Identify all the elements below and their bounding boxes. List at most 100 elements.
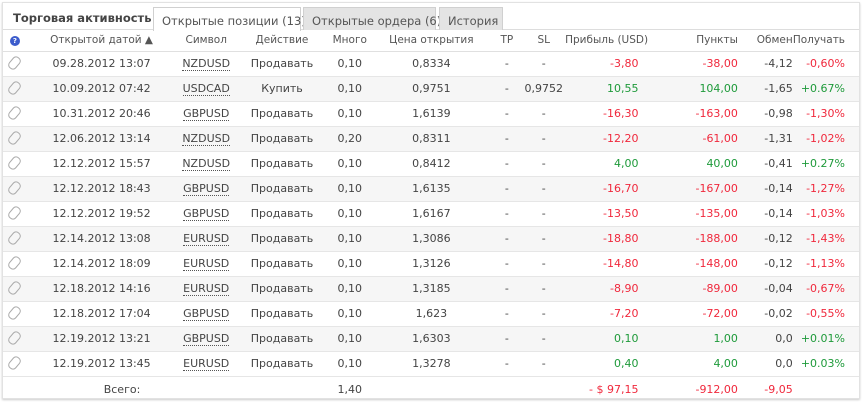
- symbol-link[interactable]: GBPUSD: [183, 182, 230, 196]
- tag-icon[interactable]: [6, 204, 23, 222]
- col-date[interactable]: Открытой датой ▲: [26, 30, 177, 52]
- table-row[interactable]: 12.19.2012 13:21 GBPUSD Продавать 0,10 1…: [3, 326, 859, 352]
- tag-icon[interactable]: [6, 304, 23, 322]
- symbol-link[interactable]: EURUSD: [183, 257, 230, 271]
- totals-label: Всего:: [103, 382, 141, 396]
- tp: -: [490, 151, 523, 177]
- swap: -0,41: [737, 151, 793, 177]
- open-date: 12.14.2012 13:08: [26, 226, 177, 252]
- action: Продавать: [236, 126, 328, 152]
- table-row[interactable]: 12.14.2012 13:08 EURUSD Продавать 0,10 1…: [3, 226, 859, 252]
- tag-icon[interactable]: [6, 104, 23, 122]
- profit: 0,10: [564, 326, 649, 352]
- table-header: ? Открытой датой ▲ Символ Действие Много…: [3, 30, 859, 52]
- tab-open-orders[interactable]: Открытые ордера (6): [303, 7, 441, 30]
- sl: 0,9752: [522, 76, 565, 102]
- symbol-link[interactable]: NZDUSD: [182, 57, 231, 71]
- symbol-link[interactable]: GBPUSD: [183, 207, 230, 221]
- open-price: 1,623: [371, 301, 491, 327]
- open-price: 1,3278: [371, 351, 491, 377]
- tag-icon[interactable]: [6, 154, 23, 172]
- table-row[interactable]: 12.12.2012 19:52 GBPUSD Продавать 0,10 1…: [3, 201, 859, 227]
- tag-icon[interactable]: [6, 354, 23, 372]
- table-row[interactable]: 10.31.2012 20:46 GBPUSD Продавать 0,10 1…: [3, 101, 859, 127]
- help-icon[interactable]: ?: [9, 36, 20, 47]
- symbol-link[interactable]: NZDUSD: [182, 157, 231, 171]
- table-row[interactable]: 12.18.2012 14:16 EURUSD Продавать 0,10 1…: [3, 276, 859, 302]
- symbol-link[interactable]: NZDUSD: [182, 132, 231, 146]
- col-gain[interactable]: Получать: [792, 30, 859, 52]
- swap: -0,14: [737, 176, 793, 202]
- open-date: 12.19.2012 13:45: [26, 351, 177, 377]
- tag-icon[interactable]: [6, 129, 23, 147]
- swap: -0,12: [737, 251, 793, 277]
- table-row[interactable]: 12.12.2012 18:43 GBPUSD Продавать 0,10 1…: [3, 176, 859, 202]
- open-price: 0,9751: [371, 76, 491, 102]
- symbol-link[interactable]: USDCAD: [182, 82, 230, 96]
- open-date: 12.12.2012 15:57: [26, 151, 177, 177]
- open-price: 1,6135: [371, 176, 491, 202]
- symbol-link[interactable]: EURUSD: [183, 232, 230, 246]
- col-price[interactable]: Цена открытия: [371, 30, 491, 52]
- table-row[interactable]: 12.14.2012 18:09 EURUSD Продавать 0,10 1…: [3, 251, 859, 277]
- tag-icon[interactable]: [6, 229, 23, 247]
- col-symbol[interactable]: Символ: [176, 30, 237, 52]
- points: -61,00: [648, 126, 738, 152]
- gain: +0.01%: [792, 326, 859, 352]
- table-row[interactable]: 12.06.2012 13:14 NZDUSD Продавать 0,20 0…: [3, 126, 859, 152]
- open-price: 0,8334: [371, 51, 491, 77]
- gain: -0,55%: [792, 301, 859, 327]
- table-row[interactable]: 12.19.2012 13:45 EURUSD Продавать 0,10 1…: [3, 351, 859, 377]
- sl: -: [522, 351, 565, 377]
- col-profit[interactable]: Прибыль (USD): [564, 30, 649, 52]
- lot: 0,10: [327, 151, 372, 177]
- profit: -13,50: [564, 201, 649, 227]
- col-sl[interactable]: SL: [522, 30, 565, 52]
- totals-profit: - $ 97,15: [589, 382, 639, 396]
- action: Продавать: [236, 201, 328, 227]
- col-action[interactable]: Действие: [236, 30, 328, 52]
- symbol-link[interactable]: GBPUSD: [183, 332, 230, 346]
- sl: -: [522, 176, 565, 202]
- profit: -16,30: [564, 101, 649, 127]
- symbol-link[interactable]: GBPUSD: [183, 107, 230, 121]
- symbol-link[interactable]: GBPUSD: [183, 307, 230, 321]
- symbol-link[interactable]: EURUSD: [183, 282, 230, 296]
- sl: -: [522, 51, 565, 77]
- lot: 0,10: [327, 301, 372, 327]
- table-row[interactable]: 12.12.2012 15:57 NZDUSD Продавать 0,10 0…: [3, 151, 859, 177]
- col-tp[interactable]: TP: [490, 30, 523, 52]
- totals-row: Всего: 1,40 - $ 97,15 -912,00 -9,05: [3, 376, 859, 402]
- tag-icon[interactable]: [6, 329, 23, 347]
- table-row[interactable]: 10.09.2012 07:42 USDCAD Купить 0,10 0,97…: [3, 76, 859, 102]
- gain: -1,30%: [792, 101, 859, 127]
- lot: 0,10: [327, 176, 372, 202]
- table-row[interactable]: 09.28.2012 13:07 NZDUSD Продавать 0,10 0…: [3, 51, 859, 77]
- profit: -16,70: [564, 176, 649, 202]
- profit: -3,80: [564, 51, 649, 77]
- profit: -12,20: [564, 126, 649, 152]
- open-price: 1,3086: [371, 226, 491, 252]
- tag-icon[interactable]: [6, 54, 23, 72]
- tab-history[interactable]: История: [439, 7, 503, 30]
- col-points[interactable]: Пункты: [648, 30, 738, 52]
- tag-icon[interactable]: [6, 179, 23, 197]
- sl: -: [522, 201, 565, 227]
- points: 40,00: [648, 151, 738, 177]
- open-date: 12.18.2012 17:04: [26, 301, 177, 327]
- points: -38,00: [648, 51, 738, 77]
- open-price: 1,6167: [371, 201, 491, 227]
- tag-icon[interactable]: [6, 254, 23, 272]
- tag-icon[interactable]: [6, 79, 23, 97]
- symbol-link[interactable]: EURUSD: [183, 357, 230, 371]
- sl: -: [522, 101, 565, 127]
- col-lot[interactable]: Много: [327, 30, 372, 52]
- tag-icon[interactable]: [6, 279, 23, 297]
- tab-open-positions[interactable]: Открытые позиции (13): [153, 7, 306, 31]
- points: -89,00: [648, 276, 738, 302]
- lot: 0,10: [327, 251, 372, 277]
- col-swap[interactable]: Обмен: [737, 30, 793, 52]
- open-date: 10.09.2012 07:42: [26, 76, 177, 102]
- swap: -0,02: [737, 301, 793, 327]
- table-row[interactable]: 12.18.2012 17:04 GBPUSD Продавать 0,10 1…: [3, 301, 859, 327]
